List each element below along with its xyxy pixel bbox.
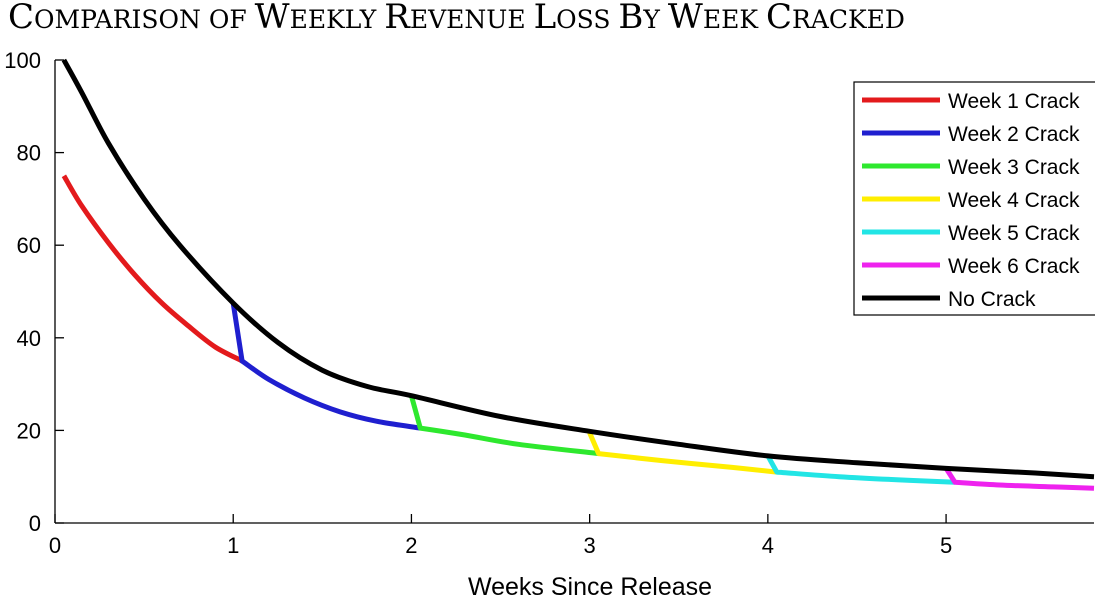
x-tick-label: 4 [762, 533, 774, 558]
x-axis-label: Weeks Since Release [468, 573, 712, 600]
x-tick-label: 5 [940, 533, 952, 558]
y-tick-label: 80 [17, 141, 41, 166]
x-tick-label: 1 [227, 533, 239, 558]
series-line-week-2-crack [230, 302, 421, 431]
series-layer [61, 58, 1095, 491]
y-tick-label: 100 [4, 48, 41, 73]
legend-label: Week 2 Crack [948, 123, 1080, 146]
y-tick-label: 20 [17, 418, 41, 443]
series-line-week-6-crack [943, 467, 1095, 491]
legend-label: Week 1 Crack [948, 90, 1080, 113]
legend-label: Week 5 Crack [948, 222, 1080, 245]
legend-label: Week 4 Crack [948, 189, 1080, 212]
chart-title: COMPARISON OF WEEKLY REVENUE LOSS BY WEE… [8, 0, 905, 37]
series-line-week-3-crack [408, 395, 599, 457]
series-line-week-1-crack [61, 174, 244, 364]
y-ticks: 0 20 40 60 80 100 [4, 48, 64, 536]
series-line-week-4-crack [587, 431, 778, 475]
x-tick-label: 3 [584, 533, 596, 558]
x-ticks: 0 1 2 3 4 5 [49, 514, 952, 558]
legend: Week 1 Crack Week 2 Crack Week 3 Crack Week… [853, 81, 1095, 316]
series-line-week-5-crack [765, 454, 956, 485]
y-tick-label: 0 [29, 511, 41, 536]
legend-label: Week 6 Crack [948, 255, 1080, 278]
legend-label: Week 3 Crack [948, 156, 1080, 179]
legend-label: No Crack [948, 288, 1036, 311]
x-tick-label: 2 [405, 533, 417, 558]
x-tick-label: 0 [49, 533, 61, 558]
axes [54, 60, 1094, 524]
y-tick-label: 40 [17, 326, 41, 351]
y-tick-label: 60 [17, 233, 41, 258]
series-line-no-crack [61, 58, 1095, 480]
